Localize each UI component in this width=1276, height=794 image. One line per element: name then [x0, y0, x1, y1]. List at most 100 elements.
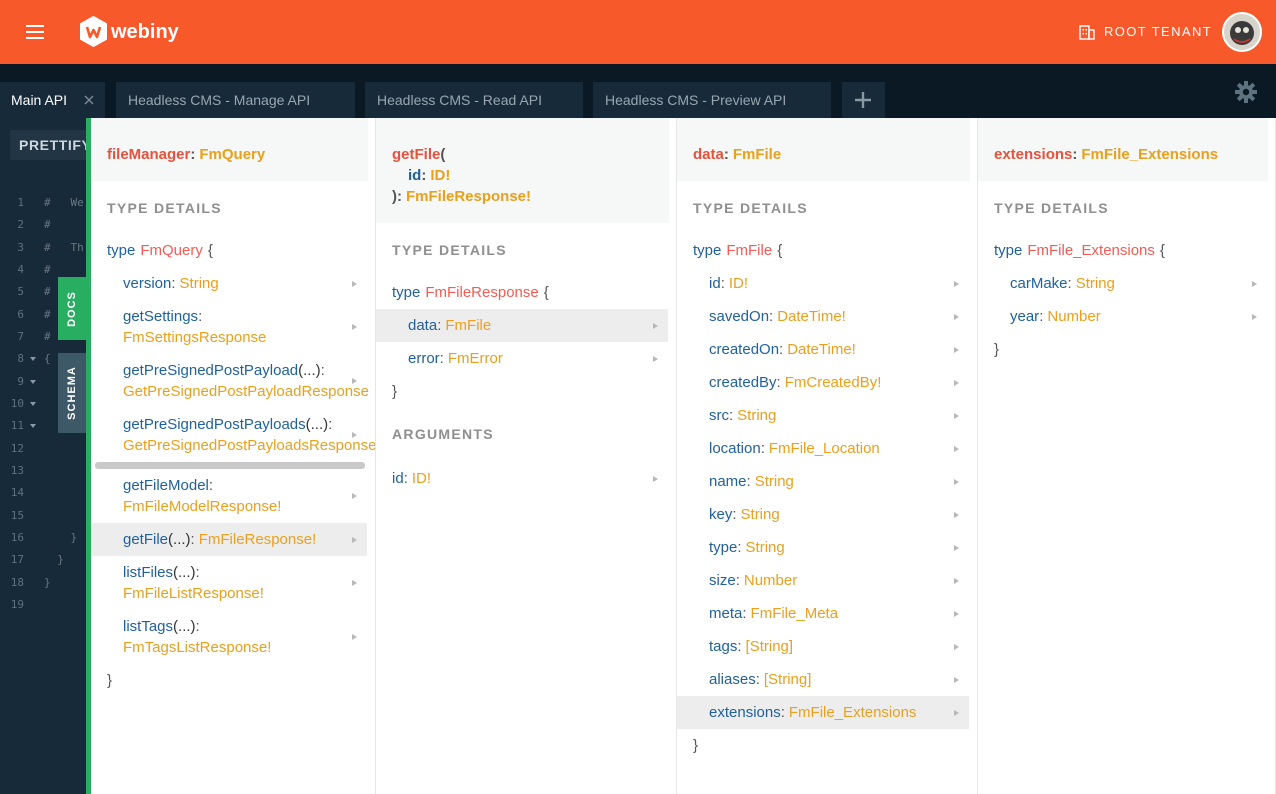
- line-number: 5: [17, 285, 24, 299]
- field-type[interactable]: DateTime!: [787, 341, 856, 358]
- field-row[interactable]: errorFmError: [376, 342, 668, 375]
- field-row[interactable]: srcString: [677, 399, 969, 432]
- return-type[interactable]: FmFileResponse!: [406, 188, 532, 205]
- field-type[interactable]: FmFileListResponse!: [123, 585, 264, 602]
- field-name: extensions: [709, 704, 789, 721]
- query-tab[interactable]: Headless CMS - Manage API: [116, 82, 355, 118]
- query-tab[interactable]: Headless CMS - Preview API: [593, 82, 831, 118]
- field-row[interactable]: getFile(...)FmFileResponse!: [91, 523, 367, 556]
- field-type[interactable]: Number: [1047, 308, 1101, 325]
- field-row[interactable]: savedOnDateTime!: [677, 300, 969, 333]
- field-row[interactable]: keyString: [677, 498, 969, 531]
- field-row[interactable]: extensionsFmFile_Extensions: [677, 696, 969, 729]
- field-row[interactable]: metaFmFile_Meta: [677, 597, 969, 630]
- field-type[interactable]: GetPreSignedPostPayloadResponse: [123, 383, 369, 400]
- field-row[interactable]: getSettings FmSettingsResponse: [91, 300, 367, 354]
- field-row[interactable]: versionString: [91, 267, 367, 300]
- settings-button[interactable]: [1235, 81, 1257, 103]
- paren: (: [440, 146, 446, 163]
- column-header: dataFmFile: [677, 118, 970, 181]
- user-avatar[interactable]: [1222, 12, 1262, 52]
- add-tab-button[interactable]: [842, 82, 885, 118]
- field-name: createdBy: [709, 374, 785, 391]
- field-type[interactable]: FmFileResponse!: [198, 531, 317, 548]
- fold-marker[interactable]: [30, 357, 36, 362]
- argument-row[interactable]: idID!: [376, 462, 668, 495]
- field-type[interactable]: FmTagsListResponse!: [123, 639, 272, 656]
- field-type[interactable]: FmSettingsResponse: [123, 329, 267, 346]
- field-row[interactable]: carMakeString: [978, 267, 1267, 300]
- arg-type[interactable]: ID!: [430, 167, 451, 184]
- field-name: getSettings: [123, 308, 206, 325]
- field-row[interactable]: getPreSignedPostPayload(...) GetPreSigned…: [91, 354, 369, 408]
- field-type[interactable]: FmFile_Extensions: [788, 704, 917, 721]
- query-tab[interactable]: Main API: [0, 82, 105, 118]
- type-name: FmFileResponse: [425, 284, 539, 301]
- field-type[interactable]: String: [740, 506, 780, 523]
- section-title: TYPE DETAILS: [994, 200, 1109, 216]
- tab-label: Headless CMS - Manage API: [128, 92, 311, 108]
- fold-marker[interactable]: [30, 401, 36, 406]
- field-row[interactable]: dataFmFile: [376, 309, 668, 342]
- menu-button[interactable]: [24, 24, 46, 41]
- top-bar: webiny ROOT TENANT: [0, 0, 1276, 64]
- field-type[interactable]: String: [745, 539, 785, 556]
- field-row[interactable]: getFileModel FmFileModelResponse!: [91, 469, 367, 523]
- code-line: # Th: [44, 240, 84, 254]
- line-number: 4: [17, 262, 24, 276]
- field-row[interactable]: createdOnDateTime!: [677, 333, 969, 366]
- query-tab[interactable]: Headless CMS - Read API: [365, 82, 583, 118]
- field-name: name: [709, 473, 755, 490]
- field-name: getPreSignedPostPayloads: [123, 416, 306, 433]
- field-type[interactable]: FmFile: [445, 317, 492, 334]
- arg-type[interactable]: ID!: [411, 470, 432, 487]
- field-row[interactable]: sizeNumber: [677, 564, 969, 597]
- field-type[interactable]: FmCreatedBy!: [784, 374, 882, 391]
- schema-tab[interactable]: SCHEMA: [58, 353, 86, 433]
- line-number: 3: [17, 240, 24, 254]
- field-row[interactable]: createdByFmCreatedBy!: [677, 366, 969, 399]
- field-row[interactable]: listTags(...) FmTagsListResponse!: [91, 610, 367, 664]
- field-type[interactable]: [String]: [745, 638, 794, 655]
- type-definition: type FmFile{: [677, 240, 977, 261]
- line-number: 2: [17, 218, 24, 232]
- field-row[interactable]: yearNumber: [978, 300, 1267, 333]
- field-type[interactable]: String: [754, 473, 794, 490]
- tenant-selector[interactable]: ROOT TENANT: [1104, 24, 1213, 39]
- field-type[interactable]: FmFileModelResponse!: [123, 498, 282, 515]
- field-type[interactable]: Number: [743, 572, 798, 589]
- field-row[interactable]: aliases[String]: [677, 663, 969, 696]
- field-row[interactable]: listFiles(...) FmFileListResponse!: [91, 556, 367, 610]
- close-tab-button[interactable]: [84, 95, 94, 105]
- docs-tab[interactable]: DOCS: [58, 277, 86, 340]
- field-row[interactable]: typeString: [677, 531, 969, 564]
- field-type[interactable]: ID!: [728, 275, 749, 292]
- field-type[interactable]: FmFile_Location: [768, 440, 880, 457]
- field-type[interactable]: FmFile_Meta: [750, 605, 839, 622]
- field-type[interactable]: FmFile_Extensions: [1081, 146, 1219, 163]
- prettify-button[interactable]: PRETTIFY: [10, 130, 91, 160]
- field-row[interactable]: nameString: [677, 465, 969, 498]
- field-row[interactable]: idID!: [677, 267, 969, 300]
- field-type[interactable]: [String]: [763, 671, 812, 688]
- field-row[interactable]: tags[String]: [677, 630, 969, 663]
- field-type[interactable]: String: [179, 275, 219, 292]
- field-row[interactable]: getPreSignedPostPayloads(...) GetPreSigne…: [91, 408, 375, 462]
- fold-marker[interactable]: [30, 379, 36, 384]
- field-type[interactable]: FmFile: [732, 146, 782, 163]
- field-type[interactable]: DateTime!: [777, 308, 846, 325]
- field-args: (...): [168, 531, 199, 548]
- field-type[interactable]: FmQuery: [199, 146, 266, 163]
- plus-icon: [855, 92, 871, 108]
- field-type[interactable]: String: [737, 407, 777, 424]
- type-definition: type FmQuery{: [91, 240, 375, 261]
- field-name: data: [693, 146, 733, 163]
- field-type[interactable]: FmError: [447, 350, 503, 367]
- column-header: extensionsFmFile_Extensions: [978, 118, 1268, 181]
- field-args: (...): [298, 362, 329, 379]
- field-type[interactable]: GetPreSignedPostPayloadsResponse: [123, 437, 376, 454]
- field-type[interactable]: String: [1075, 275, 1115, 292]
- field-row[interactable]: locationFmFile_Location: [677, 432, 969, 465]
- doc-column: fileManagerFmQueryTYPE DETAILStypeFmQuer…: [91, 118, 376, 794]
- fold-marker[interactable]: [30, 424, 36, 429]
